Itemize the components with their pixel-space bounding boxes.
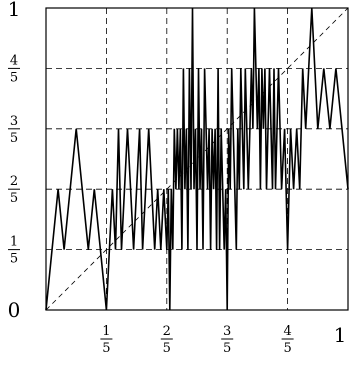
x-tick-label-2-numerator: 3: [223, 324, 231, 339]
diagonal-reference-line: [45, 7, 349, 311]
x-tick-label-1-numerator: 2: [163, 324, 171, 339]
x-tick-label-3-denominator: 5: [283, 341, 291, 356]
y-tick-label-2: 25: [8, 174, 20, 206]
x-tick-label-0-numerator: 1: [102, 324, 110, 339]
x-tick-label-2-denominator: 5: [223, 341, 231, 356]
y-tick-label-1-numerator: 1: [10, 235, 18, 250]
y-tick-label-1-denominator: 5: [10, 252, 18, 267]
y-tick-label-4-denominator: 5: [10, 70, 18, 85]
y-tick-label-2-denominator: 5: [10, 191, 18, 206]
y-tick-label-3-denominator: 5: [10, 131, 18, 146]
y-tick-label-4-numerator: 4: [10, 53, 18, 68]
y-tick-label-2-numerator: 2: [10, 174, 18, 189]
plot-frame: [45, 7, 349, 311]
x-tick-label-3: 45: [281, 324, 294, 356]
y-tick-label-1: 15: [8, 235, 20, 267]
x-tick-label-1: 25: [160, 324, 173, 356]
x-tick-label-0-denominator: 5: [102, 341, 110, 356]
y-tick-label-3-numerator: 3: [10, 114, 18, 129]
y-tick-label-3: 35: [8, 114, 20, 146]
x-tick-label-1-denominator: 5: [163, 341, 171, 356]
x-tick-label-4: 1: [334, 323, 347, 347]
x-tick-label-0: 15: [100, 324, 113, 356]
y-tick-label-5: 1: [8, 0, 21, 21]
y-tick-label-4: 45: [8, 53, 20, 85]
x-tick-label-3-numerator: 4: [283, 324, 291, 339]
x-tick-label-2: 35: [221, 324, 234, 356]
y-tick-label-0: 0: [8, 298, 21, 322]
data-series-line: [45, 7, 349, 311]
